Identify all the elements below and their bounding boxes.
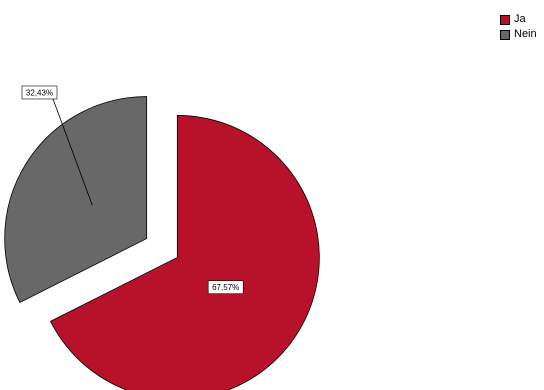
data-label-box-ja (207, 280, 244, 295)
legend-swatch-ja (500, 14, 510, 25)
leader-line-nein (52, 98, 93, 206)
legend-label-nein: Nein (514, 28, 537, 40)
data-label-ja: 67,57% (212, 283, 239, 292)
data-label-nein: 32,43% (26, 89, 53, 98)
pie-slice-nein (4, 96, 148, 304)
legend-item-nein: Nein (500, 27, 537, 42)
legend-item-ja: Ja (500, 12, 537, 27)
legend-label-ja: Ja (514, 13, 526, 25)
legend: Ja Nein (500, 12, 537, 42)
data-label-box-nein (21, 85, 58, 100)
pie-slice-ja (49, 115, 320, 390)
legend-swatch-nein (500, 29, 510, 40)
